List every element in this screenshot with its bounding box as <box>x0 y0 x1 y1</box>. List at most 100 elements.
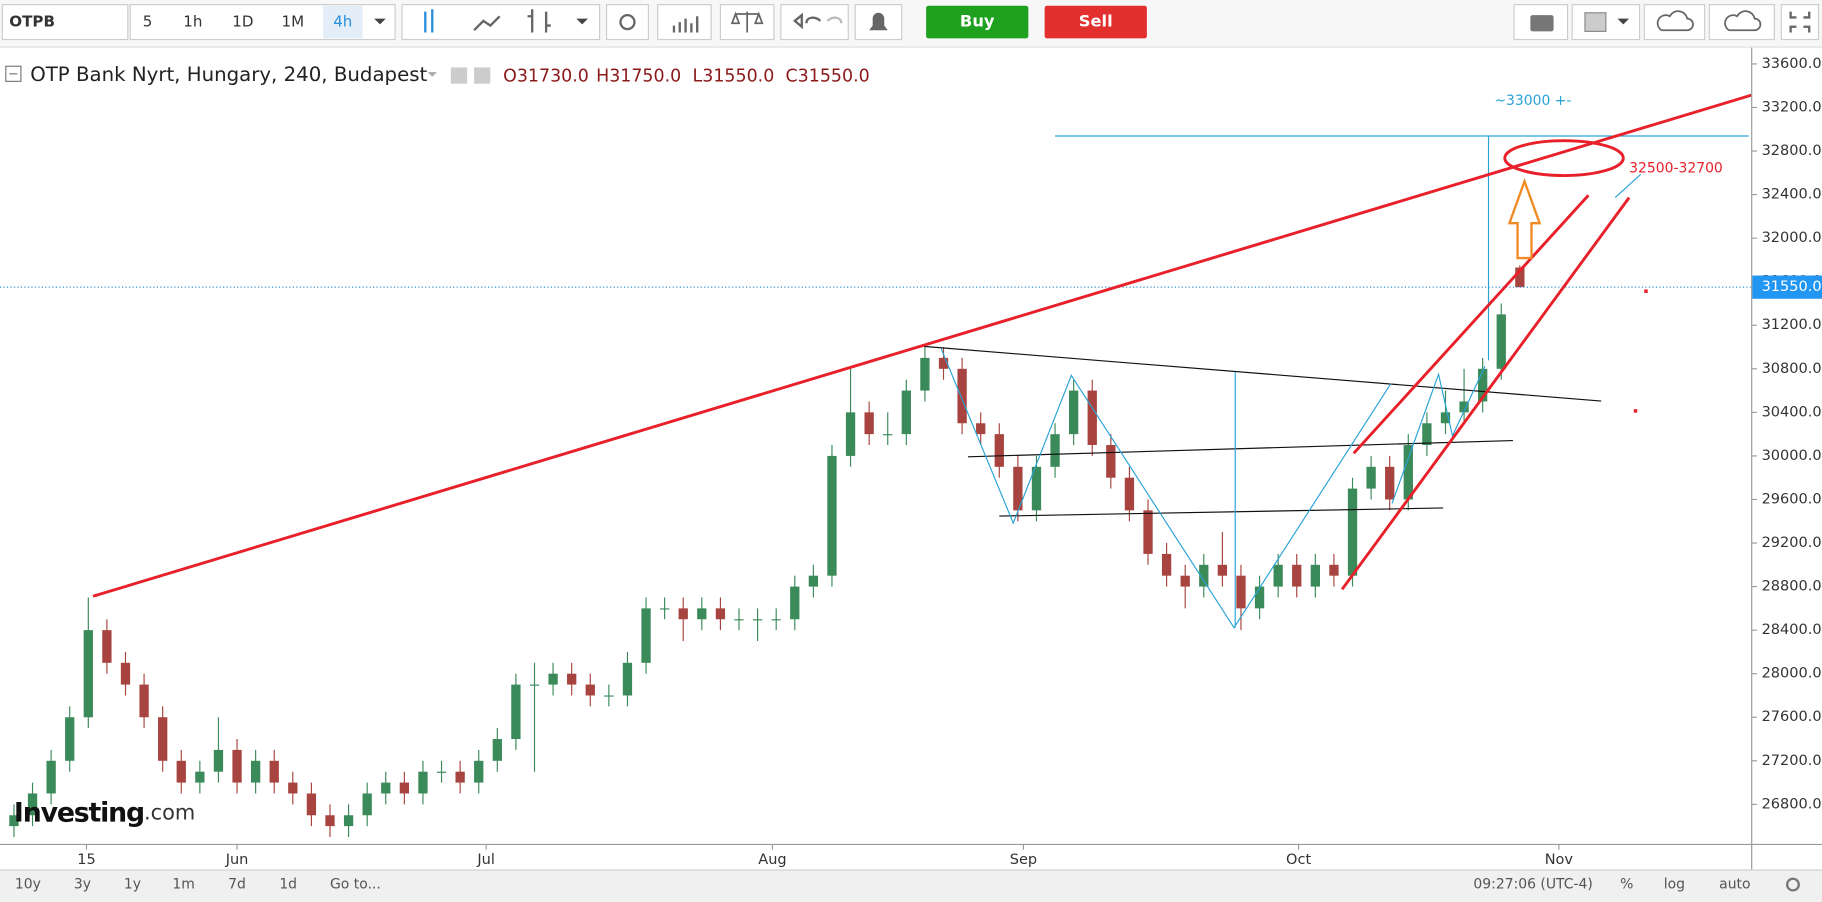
redo-icon <box>826 16 843 24</box>
y-tick-label: 31200.0 <box>1762 317 1822 333</box>
interval[interactable]: 1M <box>282 13 305 31</box>
candle-body <box>176 760 186 783</box>
candle-body <box>269 760 279 783</box>
symbol-box[interactable] <box>1 4 129 41</box>
up-arrow <box>1507 177 1542 260</box>
logo: Investing.com <box>14 797 195 828</box>
channel-line <box>1340 196 1631 591</box>
buy-label[interactable]: Buy <box>960 12 995 31</box>
dropdown-icon[interactable] <box>374 18 386 25</box>
percent-toggle[interactable]: % <box>1620 877 1633 893</box>
settings-button[interactable] <box>605 4 649 41</box>
dropdown-icon <box>1617 18 1630 25</box>
candle-body <box>920 357 930 391</box>
candle-body <box>65 717 75 761</box>
auto-toggle[interactable]: auto <box>1719 877 1750 893</box>
candle-body <box>418 771 428 794</box>
candle-body <box>232 749 242 783</box>
dropdown-icon <box>576 18 588 25</box>
candle-body <box>474 760 484 783</box>
range-button[interactable]: 1y <box>124 877 141 893</box>
candle-body <box>492 739 502 761</box>
y-tick-label: 30800.0 <box>1762 361 1822 377</box>
y-tick-label: 33200.0 <box>1762 99 1822 115</box>
candle-body <box>845 412 856 456</box>
candle-body <box>1013 466 1023 511</box>
candle-body <box>343 815 354 827</box>
candle-body <box>158 717 168 761</box>
fullscreen-button[interactable] <box>1780 4 1820 41</box>
candle-body <box>734 619 744 621</box>
channel-line <box>1352 194 1590 455</box>
range-button[interactable]: 7d <box>228 877 246 893</box>
title-dropdown[interactable] <box>427 72 437 77</box>
y-tick-label: 29600.0 <box>1762 491 1822 507</box>
candle-body <box>1292 564 1302 587</box>
target-ellipse <box>1503 139 1625 177</box>
interval[interactable]: 4h <box>333 13 352 31</box>
goto-button[interactable]: Go to... <box>330 877 381 893</box>
scale-icon <box>730 11 764 33</box>
red-trendlines <box>92 93 1752 598</box>
candle-body <box>139 684 149 718</box>
candle-body <box>1422 423 1432 446</box>
save-button[interactable] <box>1708 4 1775 41</box>
x-tick-label: Sep <box>1010 852 1037 868</box>
zigzag <box>1391 365 1486 504</box>
interval[interactable]: 5 <box>143 13 153 31</box>
y-tick-label: 30000.0 <box>1762 448 1822 464</box>
interval[interactable]: 1D <box>232 13 253 31</box>
range-button[interactable]: 10y <box>15 877 41 893</box>
candle-body <box>976 423 986 435</box>
range-button[interactable]: 1m <box>172 877 194 893</box>
settings-icon[interactable] <box>474 67 491 84</box>
candle-body <box>27 793 38 816</box>
candle-body <box>1199 564 1209 587</box>
range-button[interactable]: 3y <box>74 877 91 893</box>
log-toggle[interactable]: log <box>1664 877 1685 893</box>
candle-body <box>1440 412 1451 424</box>
legend-open: O31730.0 <box>503 67 589 87</box>
candle-body <box>994 434 1004 467</box>
y-tick-label: 29200.0 <box>1762 535 1822 551</box>
logo-main: Investing <box>14 797 144 828</box>
candle-body <box>1385 466 1395 500</box>
drawings <box>92 93 1752 629</box>
candle-body <box>511 684 521 740</box>
candle-body <box>883 434 893 436</box>
candle-body <box>808 575 819 587</box>
camera-icon <box>1530 15 1554 32</box>
gear-icon <box>619 13 636 31</box>
symbol[interactable]: OTPB <box>9 13 55 31</box>
cloud-up-icon <box>1724 10 1762 32</box>
dot <box>1633 409 1638 413</box>
candle-body <box>585 684 595 696</box>
sell-label[interactable]: Sell <box>1079 12 1113 31</box>
dot <box>1644 289 1648 293</box>
candle-body <box>529 684 540 686</box>
interval[interactable]: 1h <box>183 13 202 31</box>
snapshot-button[interactable] <box>1513 4 1569 41</box>
candle-body <box>604 695 614 697</box>
legend-low: L31550.0 <box>693 67 775 87</box>
indicator-icon <box>672 16 699 33</box>
settings-icon[interactable] <box>1785 877 1800 892</box>
logo-suffix: .com <box>144 801 195 825</box>
undo-redo[interactable] <box>780 4 849 41</box>
sell-button[interactable] <box>1044 5 1147 39</box>
buy-button[interactable] <box>926 5 1029 39</box>
candle-body <box>1459 401 1469 413</box>
candle-body <box>1106 445 1116 478</box>
chart-type-group[interactable] <box>401 4 601 41</box>
y-tick-label: 27600.0 <box>1762 709 1822 725</box>
range-button[interactable]: 1d <box>279 877 297 893</box>
load-button[interactable] <box>1643 4 1706 41</box>
candle-body <box>213 749 224 772</box>
candle-body <box>1310 564 1320 587</box>
color-swatch <box>1584 12 1607 32</box>
visibility-icon[interactable] <box>450 67 468 84</box>
bottom-bar <box>0 869 1822 902</box>
candle-body <box>827 455 837 576</box>
candle-body <box>1069 390 1079 435</box>
